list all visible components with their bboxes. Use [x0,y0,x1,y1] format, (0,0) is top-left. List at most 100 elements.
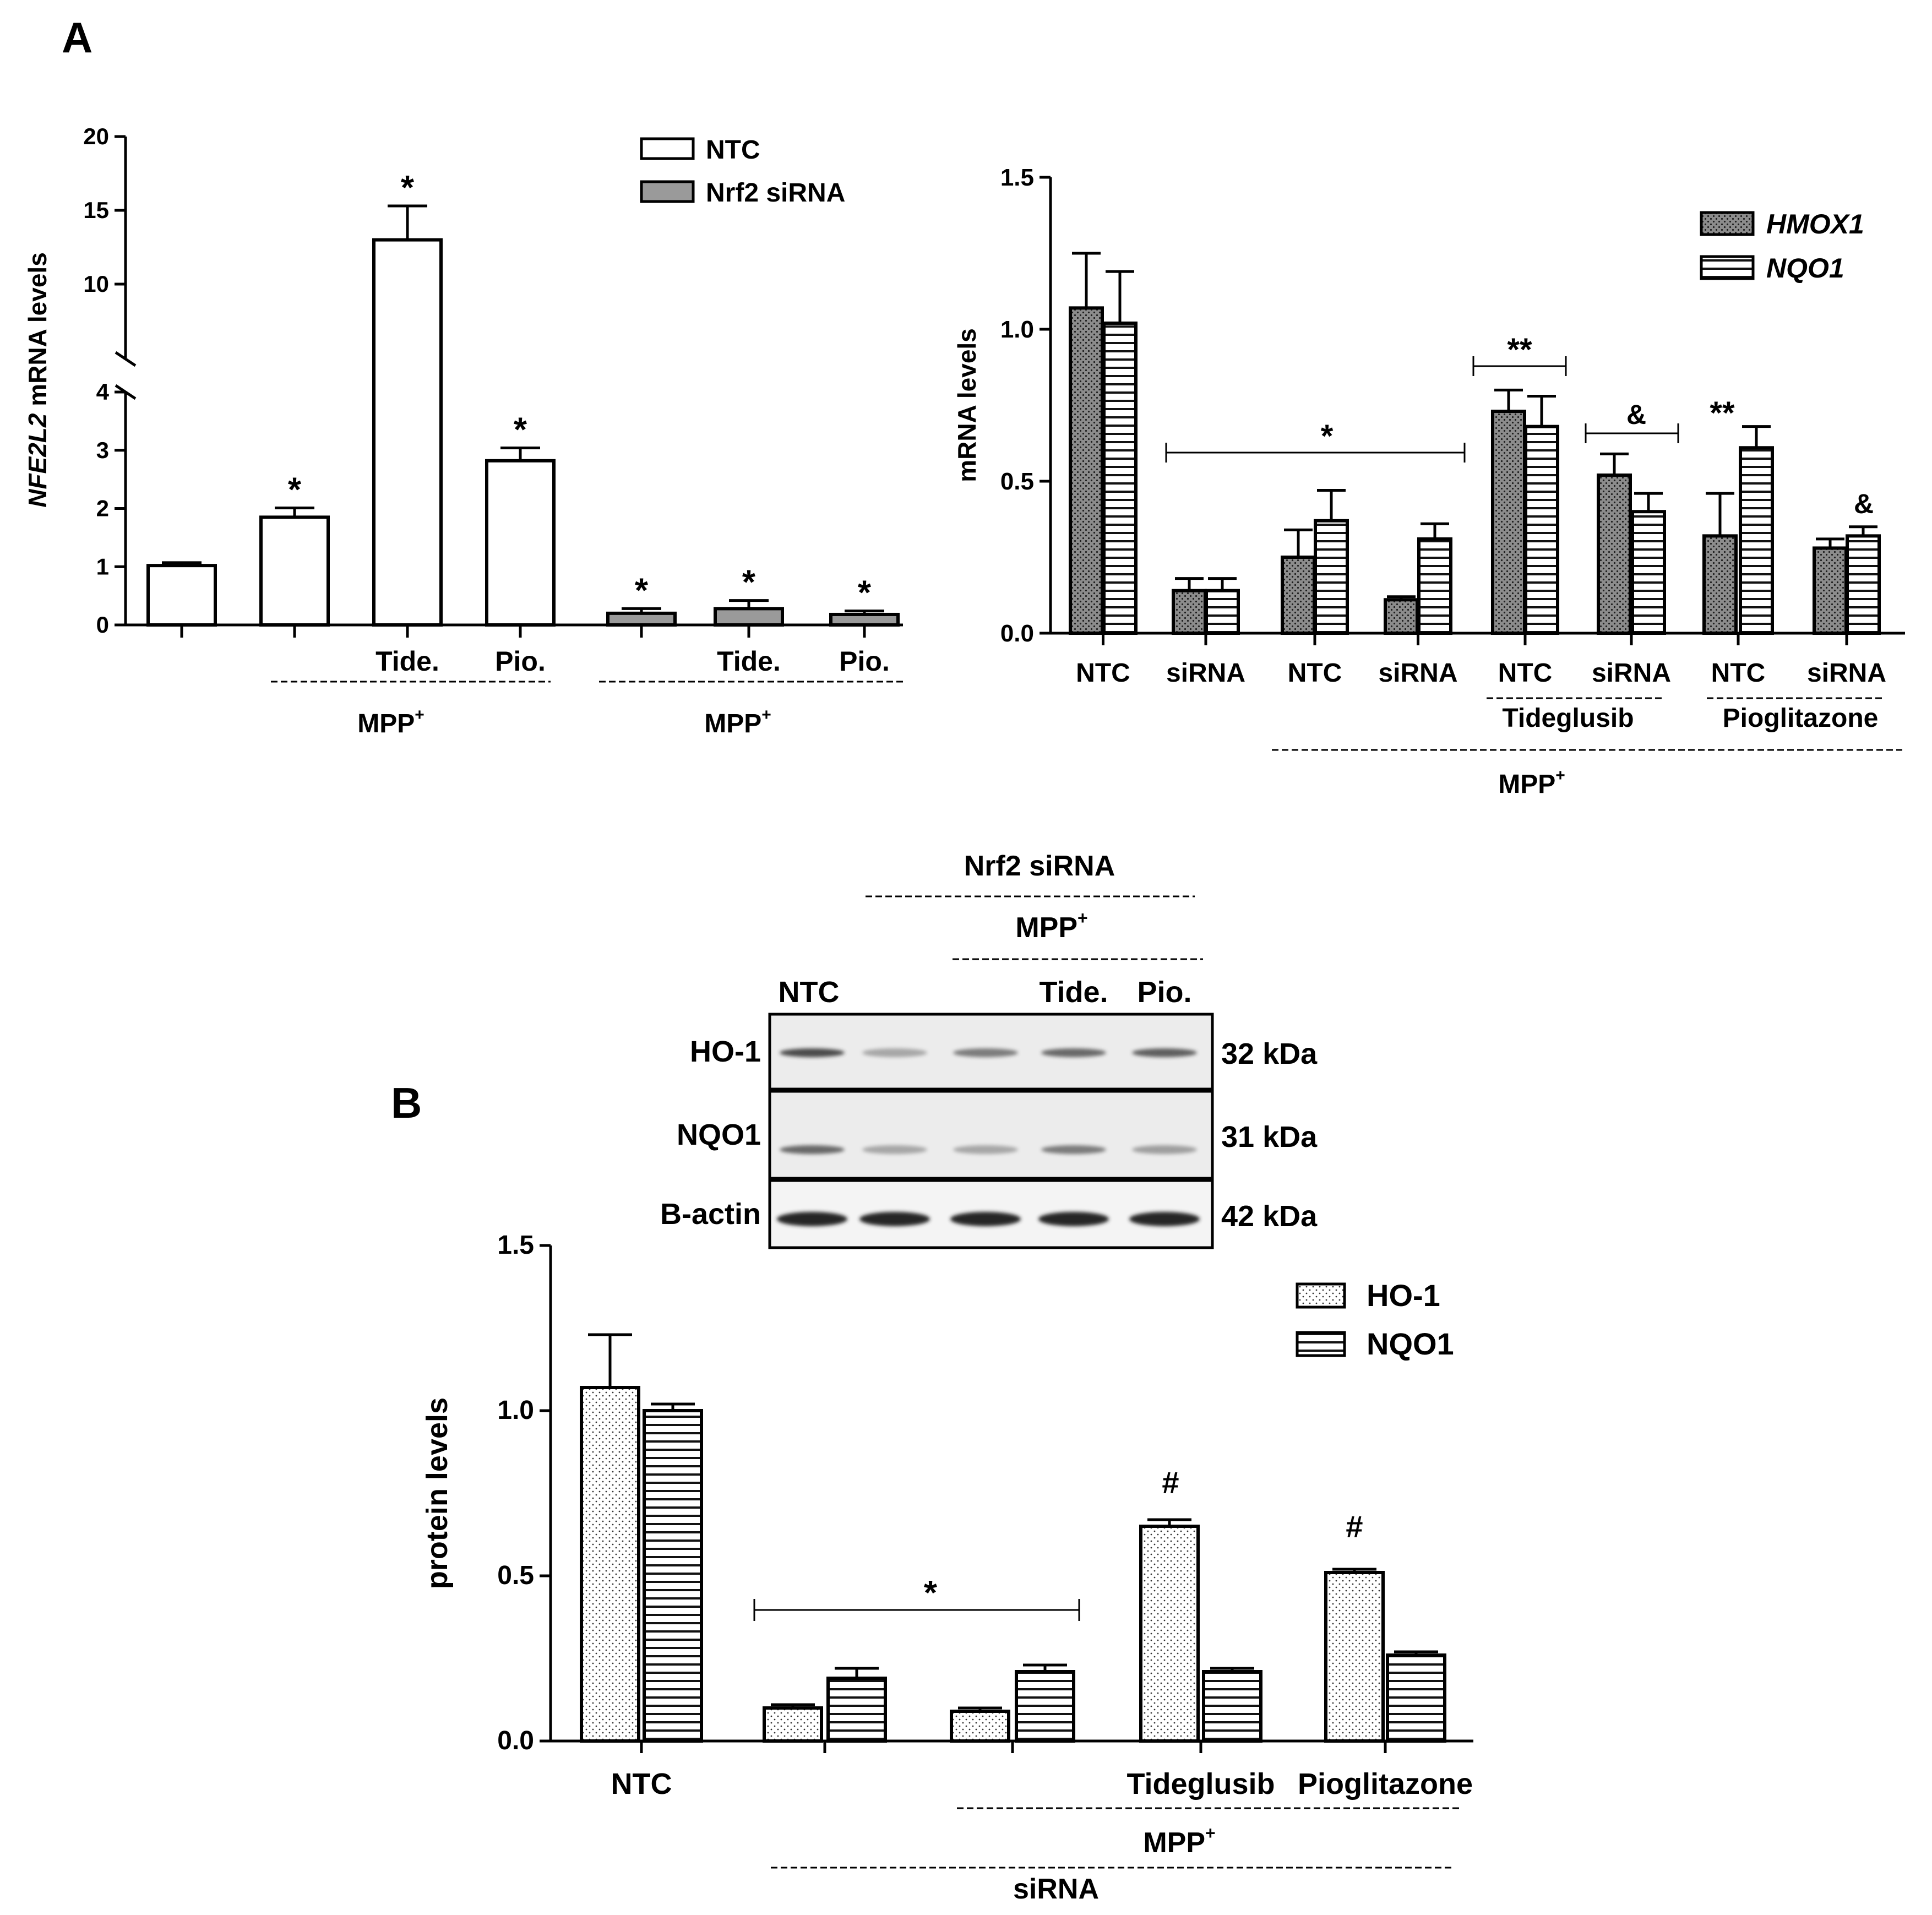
a1-sig-6: * [858,574,872,612]
a2-category-2: NTC [1288,659,1342,688]
a2-tick-label-3: 1.5 [1000,164,1034,191]
a2-bar-0-0 [1069,306,1104,635]
a2-error-1-4 [1527,394,1556,427]
a2-category-4: NTC [1498,659,1553,688]
a2-subgroup-pioglitazone: Pioglitazone [1723,704,1879,733]
a2-group-mpp-label: MPP [1498,770,1555,799]
b-group-mpp-label: MPP [1143,1827,1205,1859]
b-hash-pioglitazone: # [1346,1509,1363,1544]
a1-legend-label-nrf2: Nrf2 siRNA [706,178,845,208]
a2-bracket-amp-label: & [1626,399,1646,430]
a2-category-5: siRNA [1592,659,1671,688]
b-category-3: Tideglusib [1126,1767,1275,1800]
a2-bar-0-4 [1491,410,1526,635]
a2-legend-swatch-hmox1 [1700,211,1755,236]
b-bracket-star-label: * [924,1574,938,1612]
a2-subgroup-tideglusib: Tideglusib [1502,704,1634,733]
a2-bracket-star: * [1165,418,1466,463]
a2-bar-0-7 [1813,546,1848,635]
blot-band-0-0 [780,1048,845,1057]
b-bar-1-3 [1202,1670,1262,1743]
blot-band-2-0 [777,1212,847,1226]
blot-band-0-2 [953,1048,1018,1057]
a2-error-1-2 [1317,489,1346,521]
b-bracket-star: * [753,1574,1080,1621]
a1-bar-3 [485,459,556,627]
blot-row-label-2: B-actin [660,1198,761,1231]
blot-band-0-1 [862,1048,927,1057]
blot-band-0-4 [1132,1048,1197,1057]
blot-band-2-3 [1038,1212,1109,1226]
svg-text:MPP+: MPP+ [704,706,771,738]
a1-bar-0 [146,564,217,627]
a2-error-1-6 [1742,425,1771,448]
a2-bar-1-7 [1846,534,1881,635]
a2-bar-1-2 [1314,519,1349,635]
a1-category-5: Tide. [717,646,781,677]
b-tick-label-1: 0.5 [497,1561,534,1590]
blot-membrane-1 [768,1090,1214,1180]
blot-band-1-0 [780,1145,845,1154]
a2-bar-0-3 [1384,598,1419,635]
a1-legend-label-ntc: NTC [706,135,760,165]
a1-bar-1 [259,515,330,627]
a1-group-mpp-1-label: MPP [357,709,415,738]
a2-category-0: NTC [1076,659,1130,688]
b-hash-tideglusib: # [1162,1465,1179,1500]
a1-sig-3: * [514,411,527,449]
blot-lane-label-3: Tide. [1039,976,1108,1009]
a1-y-axis-label: NFE2L2 mRNA levels [23,252,52,508]
a2-bracket-amp: & [1585,399,1679,443]
blot-band-1-3 [1041,1145,1106,1154]
a1-axis-break-top [115,351,137,367]
a2-error-0-1 [1175,577,1204,591]
blot-group-nrf2-sirna: Nrf2 siRNA [964,850,1115,882]
a1-legend-swatch-ntc [640,137,695,160]
b-bar-1-2 [1015,1670,1075,1743]
chart-mrna-levels: 0.0 0.5 1.0 1.5 NTC siRNA NTC siRNA NTC siRNA NTC… [953,164,1905,799]
b-y-axis-label: protein levels [421,1397,454,1589]
a2-bar-1-3 [1417,537,1452,635]
blot-row-kda-2: 42 kDa [1221,1200,1318,1233]
a1-tick-label-up-2: 20 [83,123,109,149]
a2-error-0-4 [1494,388,1523,412]
a1-tick-label-up-0: 10 [83,271,109,297]
svg-text:MPP+: MPP+ [1498,766,1565,799]
b-bar-1-0 [643,1409,703,1743]
a1-bar-4 [606,611,677,627]
a2-y-axis-label: mRNA levels [953,328,981,482]
a1-sig-1: * [288,471,302,509]
a1-legend-swatch-nrf2 [640,180,695,203]
b-tick-label-2: 1.0 [497,1396,534,1425]
svg-text:MPP+: MPP+ [1015,908,1087,944]
a2-error-1-1 [1208,577,1237,591]
a1-error-bar-3 [500,447,540,461]
a1-category-3: Pio. [495,646,546,677]
blot-row-kda-0: 32 kDa [1221,1037,1318,1070]
a2-bar-0-2 [1281,556,1316,635]
a2-bracket-double-star-label: ** [1507,332,1532,368]
a2-error-0-5 [1600,452,1629,475]
a1-category-2: Tide. [375,646,439,677]
a2-amp-pio-sirna: & [1854,488,1874,519]
chart-protein-levels: 0.0 0.5 1.0 1.5 NTC Tideglusib Pioglitazone p… [421,1231,1473,1905]
b-bar-0-2 [950,1710,1010,1743]
b-legend-label-nqo1: NQO1 [1367,1326,1454,1361]
a1-group-mpp-2-label: MPP [704,709,761,738]
a2-bar-1-0 [1102,321,1138,635]
a2-bar-0-5 [1597,473,1632,635]
a2-bracket-double-star: ** [1472,332,1567,376]
blot-row-label-0: HO-1 [690,1035,761,1068]
a2-tick-label-1: 0.5 [1000,468,1034,495]
b-tick-label-3: 1.5 [497,1231,534,1260]
svg-text:MPP+: MPP+ [357,706,425,738]
chart-nfe2l2: 0 1 2 3 4 10 15 20 * * Tide. * Pio. * * Tide. * Pio. NFE… [23,123,903,738]
a2-legend-swatch-nqo1 [1700,255,1755,280]
blot-band-2-1 [859,1212,930,1226]
a1-error-bar-2 [388,204,427,240]
b-category-4: Pioglitazone [1298,1767,1473,1800]
b-legend: HO-1 NQO1 [1296,1278,1454,1361]
a1-tick-label-up-1: 15 [83,197,109,223]
panel-b-label: B [391,1079,422,1127]
blot-band-2-4 [1129,1212,1200,1226]
